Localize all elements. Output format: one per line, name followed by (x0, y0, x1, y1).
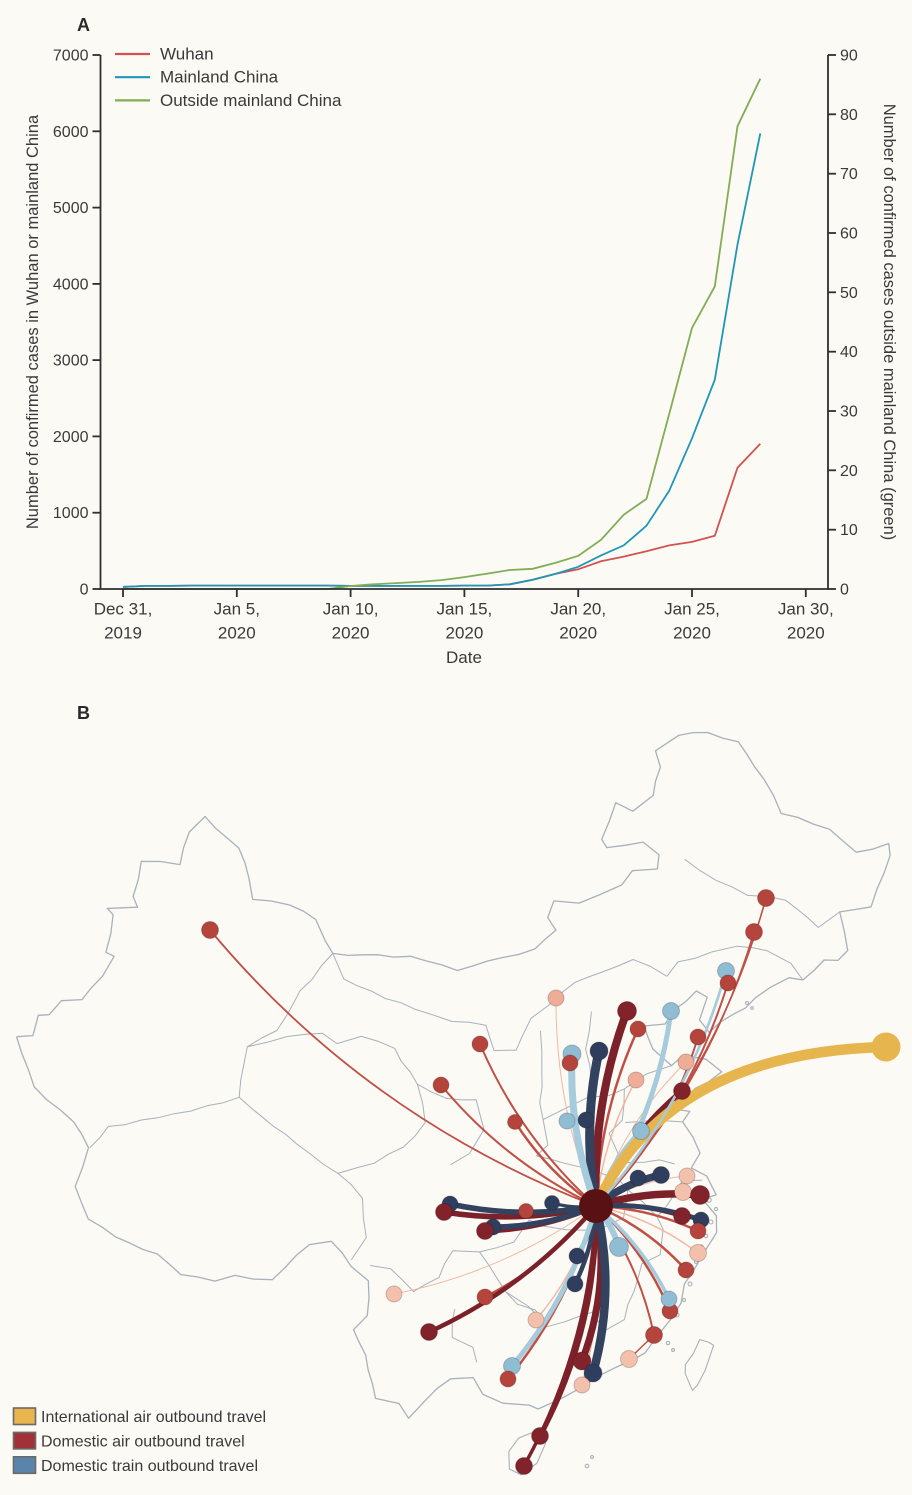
svg-text:Jan 25,: Jan 25, (664, 600, 720, 619)
svg-text:2020: 2020 (673, 624, 711, 643)
svg-text:50: 50 (840, 285, 858, 302)
svg-text:30: 30 (840, 404, 858, 421)
svg-text:2020: 2020 (787, 624, 825, 643)
svg-text:2020: 2020 (218, 624, 256, 643)
svg-text:Jan 10,: Jan 10, (323, 600, 379, 619)
svg-text:2020: 2020 (559, 624, 597, 643)
svg-text:Jan 20,: Jan 20, (550, 600, 606, 619)
svg-text:Number of confirmed cases in W: Number of confirmed cases in Wuhan or ma… (24, 114, 42, 529)
svg-text:Number of confirmed cases outs: Number of confirmed cases outside mainla… (880, 104, 898, 541)
svg-text:Wuhan: Wuhan (160, 45, 214, 64)
svg-text:80: 80 (840, 107, 858, 124)
svg-text:2000: 2000 (53, 429, 89, 446)
svg-text:Domestic air outbound travel: Domestic air outbound travel (41, 1433, 245, 1450)
svg-text:90: 90 (840, 48, 858, 65)
svg-text:Jan 15,: Jan 15, (437, 600, 493, 619)
svg-text:5000: 5000 (53, 200, 89, 217)
svg-text:40: 40 (840, 344, 858, 361)
svg-text:Date: Date (446, 648, 482, 667)
svg-text:2020: 2020 (332, 624, 370, 643)
svg-text:60: 60 (840, 226, 858, 243)
svg-text:1000: 1000 (53, 505, 89, 522)
svg-text:4000: 4000 (53, 276, 89, 293)
svg-text:Domestic train outbound travel: Domestic train outbound travel (41, 1458, 258, 1475)
svg-text:Jan 5,: Jan 5, (214, 600, 260, 619)
svg-text:Dec 31,: Dec 31, (94, 600, 153, 619)
svg-text:International air outbound tra: International air outbound travel (41, 1409, 266, 1426)
svg-text:2019: 2019 (104, 624, 142, 643)
svg-text:2020: 2020 (445, 624, 483, 643)
svg-text:A: A (77, 15, 90, 35)
svg-text:Jan 30,: Jan 30, (778, 600, 834, 619)
svg-text:Mainland China: Mainland China (160, 68, 279, 87)
svg-text:6000: 6000 (53, 124, 89, 141)
svg-text:20: 20 (840, 463, 858, 480)
svg-text:3000: 3000 (53, 353, 89, 370)
svg-text:Outside mainland China: Outside mainland China (160, 91, 342, 110)
svg-text:0: 0 (840, 582, 849, 599)
svg-text:0: 0 (80, 582, 89, 599)
svg-text:10: 10 (840, 522, 858, 539)
svg-text:70: 70 (840, 166, 858, 183)
svg-text:7000: 7000 (53, 48, 89, 65)
svg-text:B: B (77, 703, 90, 723)
